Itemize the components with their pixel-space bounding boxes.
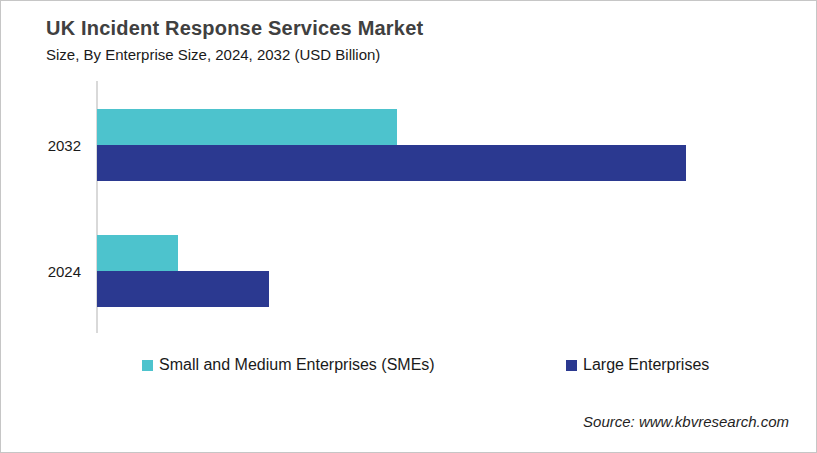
bar-2032-large [97, 145, 686, 181]
category-label-2024: 2024 [31, 263, 81, 280]
bar-2024-smes [97, 235, 178, 271]
legend-label-smes: Small and Medium Enterprises (SMEs) [159, 356, 435, 374]
chart-title: UK Incident Response Services Market [46, 17, 423, 40]
bar-2024-large [97, 271, 269, 307]
legend-item-large: Large Enterprises [566, 356, 709, 374]
source-attribution: Source: www.kbvresearch.com [583, 413, 789, 430]
chart-subtitle: Size, By Enterprise Size, 2024, 2032 (US… [46, 46, 380, 63]
legend-item-smes: Small and Medium Enterprises (SMEs) [142, 356, 435, 374]
legend-swatch-large [566, 360, 577, 371]
category-label-2032: 2032 [31, 137, 81, 154]
legend-label-large: Large Enterprises [583, 356, 709, 374]
chart-canvas: UK Incident Response Services Market Siz… [0, 0, 817, 453]
bar-2032-smes [97, 109, 397, 145]
legend-swatch-smes [142, 360, 153, 371]
